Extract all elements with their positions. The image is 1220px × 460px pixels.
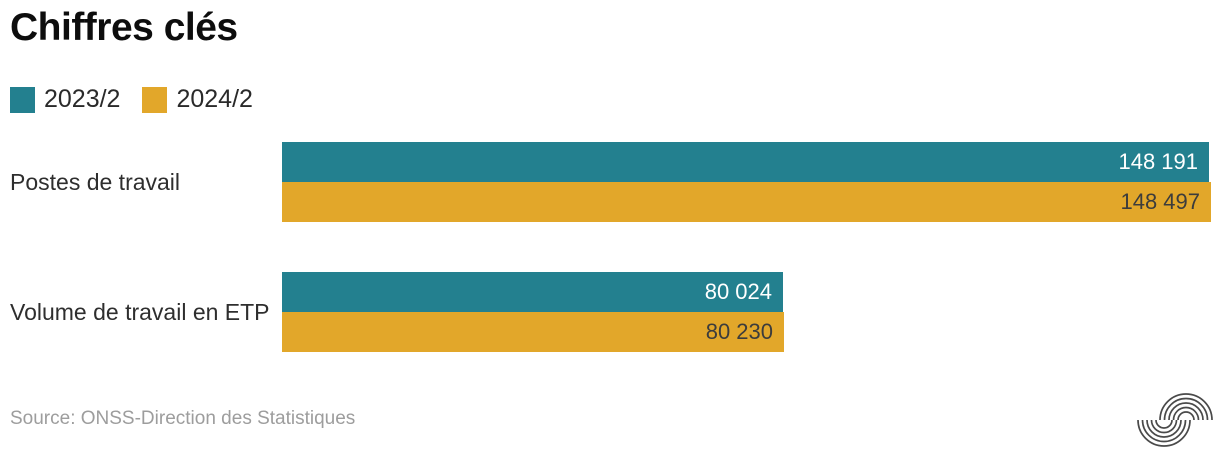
bar-pair: 148 191 148 497	[282, 142, 1211, 222]
bar-group-postes-de-travail: Postes de travail 148 191 148 497	[0, 142, 1220, 222]
source-note: Source: ONSS-Direction des Statistiques	[10, 408, 356, 429]
legend-swatch-2024-2	[142, 86, 168, 113]
onss-arcs-logo-icon	[1137, 393, 1213, 447]
legend-swatch-2023-2	[10, 86, 35, 113]
bar-group-volume-etp: Volume de travail en ETP 80 024 80 230	[0, 272, 1220, 352]
legend-item-2023-2: 2023/2	[10, 85, 120, 114]
legend-label-2024-2: 2024/2	[176, 85, 253, 113]
bar-2023-2-volume: 80 024	[282, 272, 783, 312]
bar-2024-2-postes: 148 497	[282, 182, 1211, 222]
legend: 2023/2 2024/2	[10, 85, 253, 114]
chart-title: Chiffres clés	[10, 6, 238, 49]
legend-item-2024-2: 2024/2	[142, 85, 253, 114]
bar-value-label: 80 230	[705, 319, 773, 344]
bar-2024-2-volume: 80 230	[282, 312, 784, 352]
bar-2023-2-postes: 148 191	[282, 142, 1209, 182]
legend-label-2023-2: 2023/2	[44, 85, 121, 113]
category-label: Postes de travail	[10, 168, 181, 195]
category-label: Volume de travail en ETP	[10, 298, 270, 325]
bar-pair: 80 024 80 230	[282, 272, 784, 352]
bar-value-label: 80 024	[704, 279, 772, 304]
bar-value-label: 148 191	[1118, 149, 1198, 174]
bar-value-label: 148 497	[1120, 189, 1200, 214]
